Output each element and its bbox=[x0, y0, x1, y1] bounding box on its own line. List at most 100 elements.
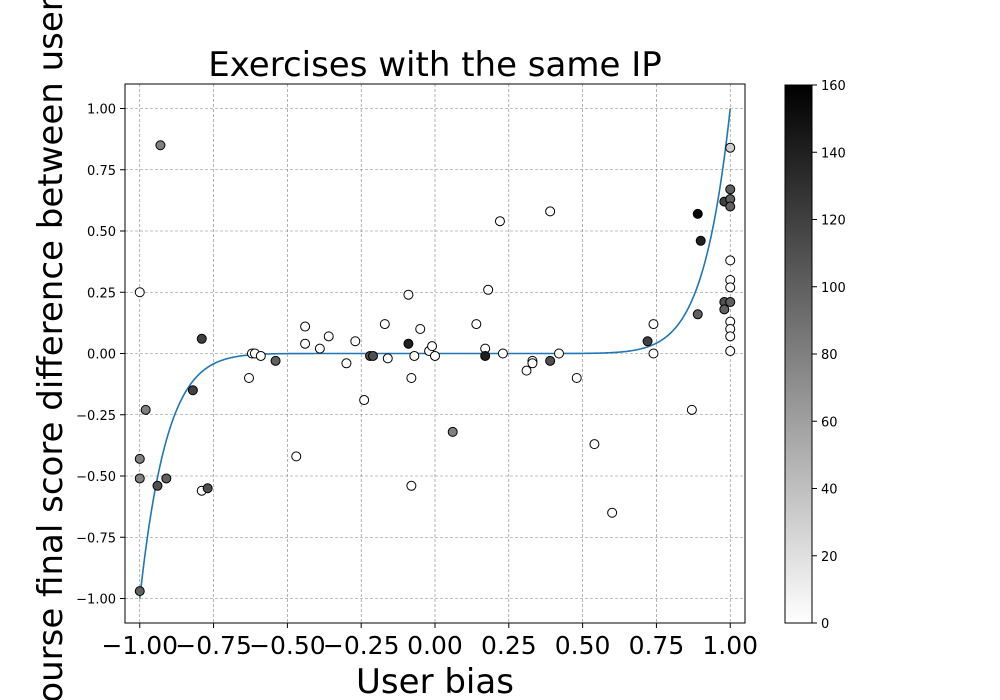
data-point bbox=[134, 453, 145, 464]
data-point bbox=[725, 184, 736, 195]
colorbar-tick-label: 160 bbox=[821, 79, 846, 94]
colorbar-tick-label: 80 bbox=[821, 348, 838, 363]
data-point bbox=[480, 350, 491, 361]
y-tick-label: 0.00 bbox=[87, 348, 116, 363]
x-tick-label: −0.75 bbox=[175, 631, 252, 660]
data-point bbox=[589, 439, 600, 450]
data-point bbox=[545, 206, 556, 217]
data-point bbox=[648, 348, 659, 359]
data-point bbox=[571, 373, 582, 383]
data-point bbox=[607, 507, 618, 518]
data-point bbox=[648, 319, 659, 330]
x-tick-label: 0.00 bbox=[407, 631, 463, 660]
colorbar bbox=[784, 84, 813, 624]
data-point bbox=[483, 284, 494, 295]
data-point bbox=[314, 343, 325, 354]
data-point bbox=[300, 338, 311, 349]
y-tick-label: −0.50 bbox=[76, 470, 116, 485]
data-point bbox=[725, 297, 736, 308]
data-point bbox=[152, 480, 163, 491]
data-point bbox=[545, 355, 556, 366]
x-tick-label: 0.75 bbox=[629, 631, 685, 660]
y-tick-label: 1.00 bbox=[87, 103, 116, 118]
y-tick-label: −0.75 bbox=[76, 531, 116, 546]
y-tick-label: 0.50 bbox=[87, 225, 116, 240]
x-tick-label: −0.50 bbox=[249, 631, 326, 660]
x-tick-label: −1.00 bbox=[101, 631, 178, 660]
x-tick-label: −0.25 bbox=[323, 631, 400, 660]
data-point bbox=[406, 373, 417, 383]
y-axis-ticks: −1.00 −0.75 −0.50 −0.25 0.00 0.25 0.50 0.75 1.00 bbox=[76, 103, 125, 608]
data-point bbox=[415, 324, 426, 334]
y-tick-label: −1.00 bbox=[76, 593, 116, 608]
data-point bbox=[692, 208, 703, 219]
data-point bbox=[692, 309, 703, 320]
x-tick-label: 1.00 bbox=[702, 631, 758, 660]
data-point bbox=[403, 338, 414, 349]
data-point bbox=[471, 319, 482, 330]
y-axis-label: Course final score difference between us… bbox=[31, 0, 71, 700]
data-point bbox=[134, 586, 145, 597]
x-axis-ticks: −1.00−0.75−0.50−0.25 0.00 0.25 0.50 0.75 1.00 bbox=[101, 623, 758, 660]
colorbar-tick-label: 40 bbox=[821, 483, 838, 498]
data-point bbox=[359, 395, 370, 406]
data-point bbox=[350, 336, 361, 347]
data-point bbox=[725, 201, 736, 212]
colorbar-tick-label: 140 bbox=[821, 146, 846, 161]
data-point bbox=[187, 385, 198, 396]
data-point bbox=[134, 473, 145, 484]
data-point bbox=[725, 255, 736, 266]
data-point bbox=[427, 341, 438, 352]
colorbar-tick-label: 20 bbox=[821, 550, 838, 565]
data-point bbox=[494, 216, 505, 227]
y-tick-label: −0.25 bbox=[76, 409, 116, 424]
y-tick-label: 0.75 bbox=[87, 164, 116, 179]
data-point bbox=[300, 321, 311, 332]
data-point bbox=[447, 426, 458, 437]
data-point bbox=[642, 336, 653, 347]
data-point bbox=[140, 404, 151, 415]
data-point bbox=[554, 348, 564, 359]
data-point bbox=[323, 331, 334, 342]
data-point bbox=[406, 480, 417, 491]
data-point bbox=[379, 319, 390, 330]
data-point bbox=[403, 289, 414, 300]
colorbar-ticks: 0 20 40 60 80 100 120 140 160 bbox=[812, 79, 846, 632]
colorbar-tick-label: 60 bbox=[821, 415, 838, 430]
data-point bbox=[725, 331, 736, 342]
data-point bbox=[521, 365, 532, 376]
x-tick-label: 0.50 bbox=[555, 631, 611, 660]
chart-title: Exercises with the same IP bbox=[208, 45, 661, 85]
data-point bbox=[497, 348, 508, 359]
colorbar-tick-label: 120 bbox=[821, 214, 846, 229]
data-point bbox=[202, 483, 213, 494]
data-point bbox=[155, 140, 166, 151]
data-point bbox=[270, 355, 281, 366]
data-point bbox=[527, 358, 538, 369]
colorbar-tick-label: 100 bbox=[821, 281, 846, 296]
x-tick-label: 0.25 bbox=[481, 631, 537, 660]
data-point bbox=[196, 333, 207, 344]
grid bbox=[125, 84, 745, 623]
data-point bbox=[244, 373, 254, 383]
data-point bbox=[725, 142, 736, 153]
points-layer bbox=[134, 140, 736, 597]
data-point bbox=[134, 287, 145, 298]
x-axis-label: User bias bbox=[356, 662, 514, 700]
data-point bbox=[719, 304, 730, 315]
data-point bbox=[291, 451, 302, 462]
data-point bbox=[382, 353, 393, 364]
y-tick-label: 0.25 bbox=[87, 286, 116, 301]
data-point bbox=[368, 350, 378, 361]
data-point bbox=[341, 358, 352, 369]
data-point bbox=[430, 350, 440, 361]
data-point bbox=[695, 235, 706, 246]
colorbar-tick-label: 0 bbox=[821, 617, 829, 632]
data-point bbox=[409, 350, 420, 361]
data-point bbox=[161, 473, 172, 484]
data-point bbox=[686, 404, 697, 415]
data-point bbox=[725, 346, 736, 357]
data-point bbox=[255, 350, 266, 361]
data-point bbox=[725, 282, 736, 293]
